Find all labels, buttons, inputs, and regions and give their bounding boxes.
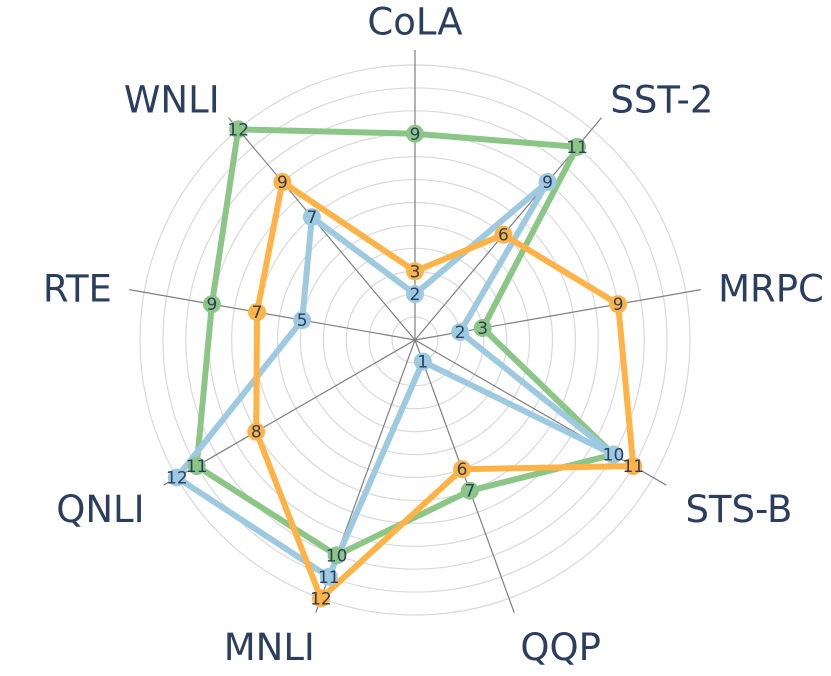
axis-label-mnli: MNLI	[224, 626, 315, 669]
series-2-label-qnli: 8	[251, 423, 262, 443]
spoke-qnli	[163, 339, 416, 486]
axis-label-rte: RTE	[43, 267, 112, 310]
series-2-label-mrpc: 9	[613, 295, 624, 315]
series-2-point-sts-b	[624, 457, 643, 476]
series-2-label-sst-2: 6	[498, 226, 509, 246]
series-2-point-qqp	[453, 460, 472, 479]
series-1-label-cola: 2	[410, 285, 421, 305]
series-0-point-qqp	[460, 481, 479, 500]
axis-label-qqp: QQP	[520, 626, 601, 669]
series-2-label-wnli: 9	[277, 173, 288, 193]
series-0-point-mnli	[327, 546, 346, 565]
series-1-label-mnli: 11	[318, 568, 340, 588]
series-0-point-cola	[406, 124, 424, 143]
series-1-point-mrpc	[451, 323, 470, 342]
series-2-point-wnli	[273, 173, 292, 191]
axis-label-wnli: WNLI	[124, 79, 220, 122]
radar-points: 9113107101191229210111125736911612879	[166, 120, 644, 609]
series-0-point-qnli	[187, 457, 206, 476]
series-0-label-rte: 9	[206, 295, 217, 315]
series-2-point-rte	[248, 303, 267, 322]
series-line-2	[253, 179, 637, 602]
series-1-point-sst-2	[538, 173, 557, 191]
series-1-label-sst-2: 9	[542, 173, 553, 193]
axis-label-sts-b: STS-B	[685, 488, 792, 531]
series-2-label-mnli: 12	[310, 589, 332, 609]
axis-label-cola: CoLA	[367, 1, 462, 44]
series-2-label-qqp: 6	[457, 460, 468, 480]
series-2-point-cola	[406, 262, 424, 281]
series-1-point-wnli	[302, 208, 321, 227]
series-1-point-cola	[406, 285, 424, 304]
series-1-point-sts-b	[604, 445, 623, 464]
series-1-label-mrpc: 2	[455, 323, 466, 343]
series-0-point-sst-2	[568, 137, 587, 156]
series-2-point-sst-2	[494, 225, 513, 244]
series-0-label-mrpc: 3	[477, 319, 488, 339]
axis-label-qnli: QNLI	[56, 488, 144, 531]
series-2-point-mrpc	[609, 295, 628, 314]
series-0-label-mnli: 10	[326, 546, 348, 566]
series-1-label-wnli: 7	[306, 208, 317, 228]
series-1-label-rte: 5	[297, 311, 308, 331]
axis-label-mrpc: MRPC	[718, 267, 824, 310]
series-0-label-qqp: 7	[464, 482, 475, 502]
radar-series	[173, 126, 637, 602]
series-0-point-mrpc	[473, 319, 492, 338]
spoke-sts-b	[414, 339, 667, 486]
series-1-point-qnli	[167, 468, 186, 487]
series-0-label-sst-2: 11	[566, 138, 588, 158]
series-line-1	[173, 179, 617, 580]
series-0-label-qnli: 11	[186, 457, 208, 477]
series-0-point-wnli	[229, 120, 248, 139]
spoke-rte	[129, 289, 416, 341]
series-2-point-qnli	[247, 422, 266, 441]
series-2-point-mnli	[311, 589, 330, 608]
axis-label-sst-2: SST-2	[610, 79, 713, 122]
series-1-point-mnli	[319, 567, 338, 586]
series-1-point-rte	[293, 311, 312, 330]
series-0-label-cola: 9	[410, 125, 421, 145]
series-1-label-qqp: 1	[417, 353, 428, 373]
series-1-label-qnli: 12	[166, 469, 188, 489]
series-0-point-rte	[202, 295, 221, 314]
series-0-label-wnli: 12	[227, 120, 249, 140]
series-1-label-sts-b: 10	[603, 446, 625, 466]
series-2-label-rte: 7	[252, 303, 263, 323]
series-2-label-sts-b: 11	[622, 457, 644, 477]
spoke-wnli	[228, 117, 416, 341]
radar-axis-labels: CoLA SST-2 MRPC STS-B QQP MNLI QNLI RTE WNLI	[43, 1, 824, 669]
series-1-point-qqp	[413, 352, 432, 371]
series-2-label-cola: 3	[410, 262, 421, 282]
